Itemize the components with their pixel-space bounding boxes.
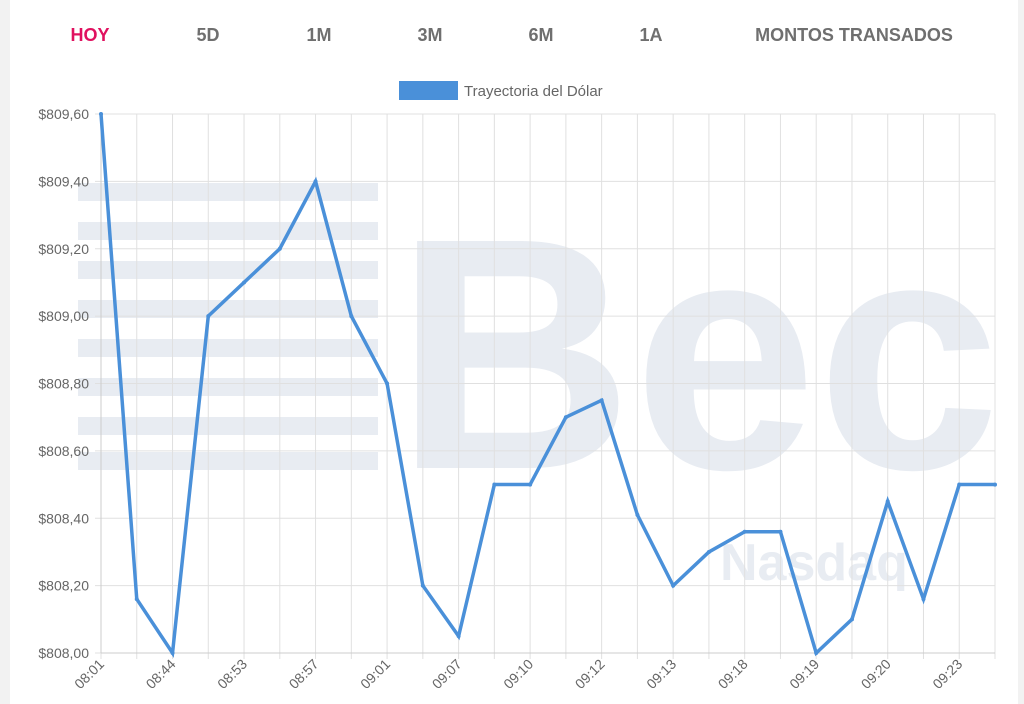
tab-1m[interactable]: 1M [306, 25, 332, 45]
y-tick-label: $808,60 [38, 443, 89, 459]
chart-legend[interactable]: Trayectoria del Dólar [399, 81, 603, 100]
watermark-sub-text: Nasdaq [720, 534, 908, 592]
x-tick-label: 08:44 [143, 656, 179, 692]
y-tick-label: $808,80 [38, 376, 89, 392]
data-point[interactable] [921, 597, 926, 602]
y-tick-label: $809,20 [38, 241, 89, 257]
data-point[interactable] [671, 583, 676, 588]
series-line [99, 112, 997, 659]
y-tick-label: $808,40 [38, 510, 89, 526]
watermark-main-text: Bec [395, 169, 1000, 538]
bec-stripes-mark [78, 183, 378, 470]
y-tick-label: $809,00 [38, 308, 89, 324]
tab-montos-transados[interactable]: MONTOS TRANSADOS [755, 25, 953, 45]
legend-label: Trayectoria del Dólar [464, 83, 603, 100]
x-tick-label: 09:07 [429, 656, 465, 692]
data-point[interactable] [778, 529, 783, 534]
data-point[interactable] [957, 482, 962, 487]
data-point[interactable] [456, 634, 461, 639]
data-point[interactable] [170, 651, 175, 655]
tab-1a[interactable]: 1A [639, 25, 663, 45]
x-tick-label: 09:13 [643, 656, 679, 692]
data-point[interactable] [635, 512, 640, 517]
data-point[interactable] [349, 314, 354, 319]
bec-watermark-logo: Bec Nasdaq [78, 169, 1000, 592]
x-tick-label: 09:10 [500, 656, 536, 692]
x-tick-label: 09:23 [929, 656, 965, 692]
tab-6m[interactable]: 6M [528, 25, 554, 45]
x-tick-label: 08:57 [286, 656, 322, 692]
data-point[interactable] [242, 280, 247, 285]
data-point[interactable] [563, 415, 568, 420]
x-tick-label: 09:01 [357, 656, 393, 692]
y-tick-label: $809,40 [38, 173, 89, 189]
data-point[interactable] [492, 482, 497, 487]
legend-swatch [399, 81, 458, 100]
data-point[interactable] [99, 112, 103, 116]
data-point[interactable] [528, 482, 533, 487]
y-tick-label: $808,00 [38, 645, 89, 661]
y-tick-label: $808,20 [38, 578, 89, 594]
x-tick-label: 09:18 [715, 656, 751, 692]
data-point[interactable] [277, 246, 282, 251]
data-point[interactable] [849, 617, 854, 622]
x-tick-label: 09:19 [786, 656, 822, 692]
data-point[interactable] [134, 597, 139, 602]
data-point[interactable] [885, 499, 890, 504]
y-tick-label: $809,60 [38, 106, 89, 122]
range-tabs: HOY 5D 1M 3M 6M 1A MONTOS TRANSADOS [10, 0, 1018, 70]
chart-series [99, 112, 997, 659]
data-point[interactable] [385, 381, 390, 386]
data-point[interactable] [206, 314, 211, 319]
tab-3m[interactable]: 3M [417, 25, 443, 45]
data-point[interactable] [313, 179, 318, 184]
x-tick-label: 08:53 [214, 656, 250, 692]
data-point[interactable] [993, 482, 997, 487]
data-point[interactable] [599, 398, 604, 403]
data-point[interactable] [706, 549, 711, 554]
data-point[interactable] [420, 583, 425, 588]
tab-5d[interactable]: 5D [196, 25, 220, 45]
x-tick-label: 08:01 [71, 656, 107, 692]
data-point[interactable] [814, 651, 819, 655]
data-point[interactable] [742, 529, 747, 534]
x-tick-label: 09:12 [572, 656, 608, 692]
tab-hoy[interactable]: HOY [70, 25, 110, 45]
x-tick-label: 09:20 [858, 656, 894, 692]
